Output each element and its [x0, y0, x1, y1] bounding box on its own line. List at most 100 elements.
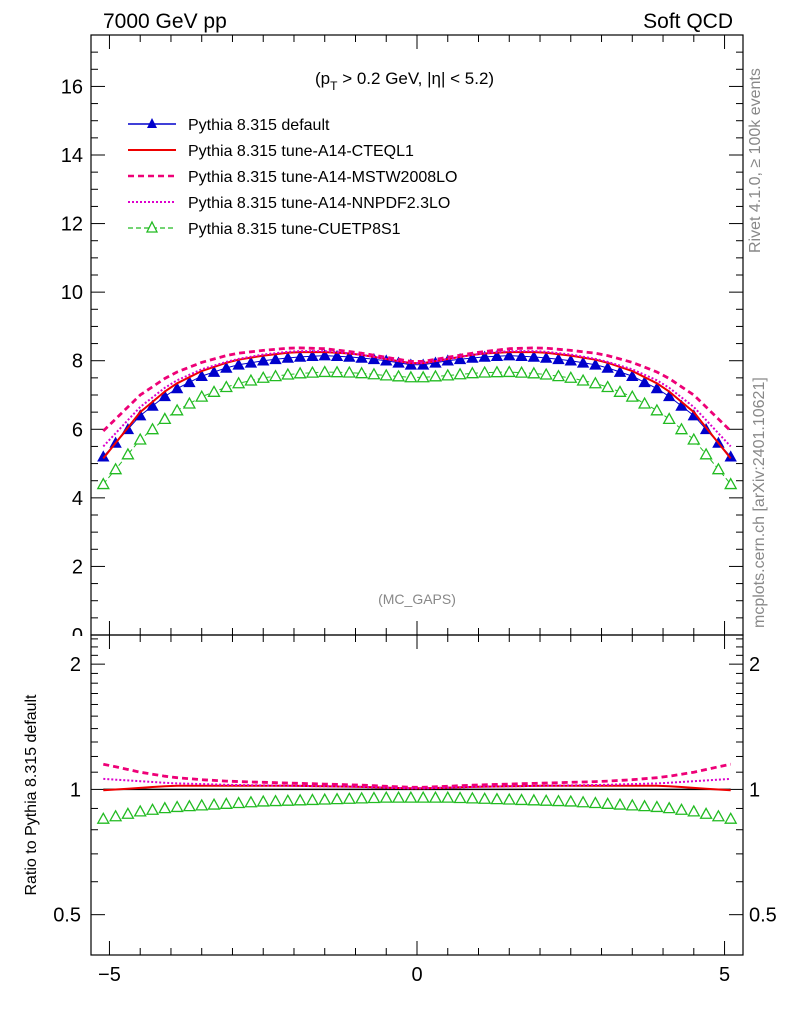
data-point-default	[478, 350, 491, 362]
data-point-cuetp8s1	[195, 389, 209, 402]
data-point-cuetp8s1	[662, 412, 676, 425]
cut-label-pre: (p	[315, 69, 330, 88]
ratio-point-cuetp8s1	[195, 798, 209, 811]
data-point-cuetp8s1	[158, 412, 172, 425]
ratio-point-cuetp8s1	[453, 791, 467, 804]
data-point-cuetp8s1	[404, 370, 418, 383]
legend-entry-mstw: Pythia 8.315 tune-A14-MSTW2008LO	[128, 169, 457, 186]
ratio-point-cuetp8s1	[133, 804, 147, 817]
series-cteql1	[102, 351, 732, 460]
data-point-cuetp8s1	[576, 373, 590, 386]
main-series-layer	[96, 346, 738, 490]
data-point-cuetp8s1	[256, 371, 270, 383]
data-point-cuetp8s1	[219, 380, 233, 393]
data-point-cuetp8s1	[108, 462, 123, 475]
data-point-cuetp8s1	[133, 432, 147, 445]
ratio-point-cuetp8s1	[527, 793, 541, 806]
ratio-point-cuetp8s1	[724, 811, 738, 824]
ratio-series-cuetp8s1	[96, 790, 738, 824]
data-point-cuetp8s1	[687, 432, 701, 445]
ratio-y-tick-label-right: 1	[749, 779, 760, 801]
ratio-point-cuetp8s1	[514, 793, 529, 806]
data-point-default	[515, 349, 528, 362]
ratio-point-cuetp8s1	[588, 796, 602, 809]
legend-label-cuetp8s1: Pythia 8.315 tune-CUETP8S1	[188, 221, 401, 238]
main-y-tick-label: 2	[72, 556, 83, 578]
data-point-cuetp8s1	[355, 366, 369, 379]
data-point-cuetp8s1	[281, 367, 295, 380]
ratio-y-tick-label: 2	[70, 654, 81, 676]
ratio-point-cuetp8s1	[441, 790, 455, 803]
ratio-point-cuetp8s1	[330, 792, 344, 805]
ratio-point-cuetp8s1	[145, 803, 160, 815]
ratio-point-cuetp8s1	[182, 799, 197, 812]
data-point-default	[539, 351, 553, 363]
data-point-cuetp8s1	[551, 369, 566, 382]
legend-entry-cuetp8s1: Pythia 8.315 tune-CUETP8S1	[128, 220, 401, 238]
data-point-default	[466, 351, 479, 363]
ratio-point-cuetp8s1	[170, 800, 184, 813]
ratio-point-cuetp8s1	[391, 790, 406, 803]
ratio-y-tick-label-right: 0.5	[749, 905, 777, 927]
ratio-y-label: Ratio to Pythia 8.315 default	[23, 694, 40, 896]
header-left: 7000 GeV pp	[103, 10, 227, 33]
series-line-mstw	[102, 346, 732, 433]
data-point-default	[589, 358, 602, 370]
ratio-point-cuetp8s1	[379, 790, 393, 803]
series-default	[97, 349, 737, 462]
data-point-cuetp8s1	[527, 366, 541, 379]
data-point-default	[453, 353, 467, 365]
legend-entry-nnpdf: Pythia 8.315 tune-A14-NNPDF2.3LO	[128, 195, 450, 212]
data-point-default	[158, 390, 171, 402]
data-point-cuetp8s1	[145, 422, 160, 435]
data-point-default	[576, 356, 590, 368]
x-tick-label: 0	[411, 964, 422, 986]
ratio-line-nnpdf	[103, 777, 731, 790]
data-point-default	[564, 354, 577, 366]
ratio-y-tick-label-right: 2	[749, 654, 760, 676]
main-y-tick-label: 8	[72, 351, 83, 373]
ratio-axis-ticks: 0.5 0.5 1 1 2 2 −5 0 5	[53, 635, 777, 986]
main-y-tick-label: 4	[72, 488, 83, 510]
legend-marker-cuetp8s1	[145, 220, 159, 233]
ratio-point-cuetp8s1	[207, 797, 221, 810]
ratio-point-cuetp8s1	[637, 799, 652, 812]
data-point-default	[650, 382, 664, 394]
data-point-default	[244, 356, 258, 368]
data-point-default	[220, 361, 233, 373]
ratio-point-cuetp8s1	[502, 792, 516, 805]
main-y-tick-label: 10	[61, 282, 83, 304]
data-point-default	[170, 382, 184, 394]
data-point-default	[232, 358, 245, 370]
ratio-point-cuetp8s1	[465, 791, 479, 804]
zero-label-mask	[40, 636, 90, 646]
data-point-cuetp8s1	[121, 447, 135, 460]
data-point-default	[269, 353, 282, 365]
ratio-point-cuetp8s1	[342, 792, 356, 804]
ratio-point-cuetp8s1	[551, 794, 566, 807]
ratio-point-cuetp8s1	[367, 791, 381, 804]
data-point-cuetp8s1	[637, 396, 652, 409]
ratio-y-tick-label: 0.5	[53, 905, 81, 927]
legend-label-default: Pythia 8.315 default	[188, 117, 330, 134]
data-point-cuetp8s1	[465, 366, 479, 379]
ratio-point-cuetp8s1	[539, 793, 553, 806]
ratio-series-layer	[96, 762, 738, 824]
ratio-point-cuetp8s1	[256, 794, 270, 807]
ratio-series-nnpdf	[103, 777, 731, 790]
data-point-cuetp8s1	[367, 367, 381, 380]
ratio-point-cuetp8s1	[158, 801, 172, 814]
mcplots-label: mcplots.cern.ch [arXiv:2401.10621]	[751, 377, 768, 628]
cut-label-sub: T	[330, 79, 338, 93]
data-point-cuetp8s1	[305, 365, 320, 378]
ratio-point-cuetp8s1	[416, 790, 430, 803]
data-point-cuetp8s1	[170, 403, 184, 416]
ratio-point-cuetp8s1	[674, 803, 689, 815]
data-point-default	[490, 349, 504, 362]
data-point-cuetp8s1	[96, 477, 110, 490]
ratio-point-cuetp8s1	[404, 790, 418, 803]
legend-entry-cteql1: Pythia 8.315 tune-A14-CTEQL1	[128, 143, 414, 160]
data-point-cuetp8s1	[588, 376, 602, 389]
data-point-default	[626, 369, 639, 381]
